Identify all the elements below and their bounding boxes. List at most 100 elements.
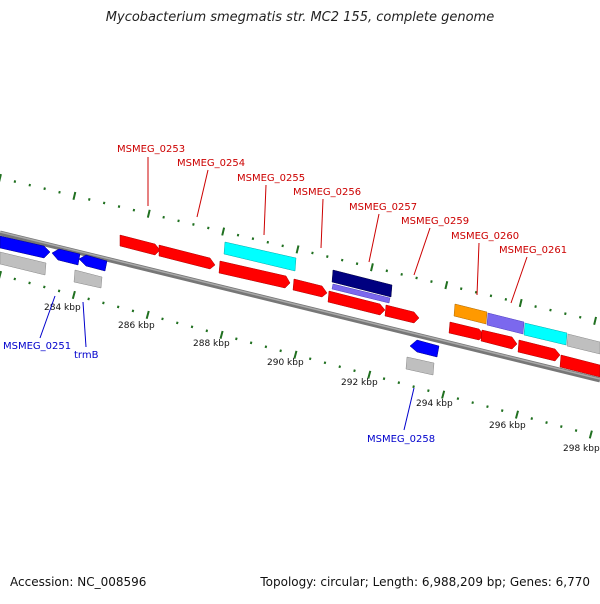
- gene-msmeg-0257[interactable]: [331, 269, 393, 298]
- gene-red-0257c[interactable]: [327, 290, 386, 316]
- minor-tick: [560, 425, 563, 428]
- gene-red-right[interactable]: [559, 354, 600, 378]
- major-tick: [593, 316, 598, 325]
- minor-tick: [574, 429, 578, 432]
- gene-label-trmb[interactable]: trmB: [74, 350, 99, 361]
- gene-label-msmeg-0256[interactable]: MSMEG_0256: [293, 187, 361, 198]
- minor-tick: [382, 377, 386, 381]
- minor-tick: [549, 308, 552, 312]
- minor-tick: [578, 315, 582, 319]
- gene-label-msmeg-0258[interactable]: MSMEG_0258: [367, 434, 435, 445]
- gene-msmeg-0260-purple[interactable]: [486, 312, 525, 335]
- minor-tick: [281, 244, 284, 248]
- minor-tick: [340, 258, 344, 262]
- forward-strand-genes: [119, 234, 600, 355]
- minor-tick: [264, 345, 268, 349]
- minor-tick: [43, 285, 46, 289]
- minor-tick: [116, 305, 120, 309]
- gene-label-msmeg-0255[interactable]: MSMEG_0255: [237, 173, 305, 184]
- gene-trmb[interactable]: [78, 254, 108, 272]
- gene-blue-small[interactable]: [51, 248, 81, 266]
- minor-tick: [564, 312, 567, 316]
- leader-line: [39, 295, 56, 339]
- gene-gray-0258[interactable]: [405, 356, 435, 376]
- major-tick: [370, 263, 374, 272]
- minor-tick: [412, 385, 415, 389]
- leader-line: [263, 184, 267, 236]
- scale-label: 284 kbp: [44, 303, 81, 313]
- minor-tick: [235, 337, 238, 341]
- gene-red-0256[interactable]: [292, 278, 328, 298]
- minor-tick: [249, 341, 253, 345]
- minor-tick: [486, 405, 489, 409]
- gene-label-msmeg-0259[interactable]: MSMEG_0259: [401, 216, 469, 227]
- gene-label-msmeg-0251[interactable]: MSMEG_0251: [3, 341, 71, 352]
- genome-backbone: [0, 230, 600, 383]
- gene-msmeg-0251[interactable]: [0, 235, 51, 259]
- reverse-strand-genes: [0, 235, 440, 376]
- genome-backbone-highlight: [0, 231, 600, 380]
- gene-red-0261b[interactable]: [517, 339, 561, 362]
- leader-line: [476, 242, 480, 296]
- minor-tick: [13, 180, 17, 183]
- scale-label: 288 kbp: [193, 339, 230, 349]
- minor-tick: [355, 262, 359, 266]
- gene-gray-left[interactable]: [0, 251, 47, 276]
- major-tick: [293, 350, 298, 359]
- leader-line: [196, 169, 209, 218]
- gene-msmeg-0260-orange[interactable]: [453, 303, 488, 325]
- gene-gray-right[interactable]: [566, 333, 600, 355]
- minor-tick: [489, 294, 493, 298]
- minor-tick: [58, 190, 61, 194]
- minor-tick: [530, 417, 534, 420]
- scale-labels: 284 kbp 286 kbp 288 kbp 290 kbp 292 kbp …: [44, 303, 600, 454]
- major-tick: [444, 280, 449, 290]
- gene-label-msmeg-0253[interactable]: MSMEG_0253: [117, 144, 185, 155]
- minor-tick: [205, 329, 209, 333]
- minor-tick: [190, 325, 194, 329]
- scale-label: 294 kbp: [416, 399, 453, 409]
- major-tick: [0, 173, 2, 183]
- major-tick: [72, 191, 77, 200]
- gene-purple-0257b[interactable]: [331, 283, 391, 304]
- gene-label-msmeg-0260[interactable]: MSMEG_0260: [451, 231, 519, 242]
- minor-tick: [338, 365, 342, 369]
- gene-red-0255b[interactable]: [218, 260, 291, 289]
- gene-label-msmeg-0257[interactable]: MSMEG_0257: [349, 202, 417, 213]
- minor-tick: [102, 301, 105, 305]
- gene-msmeg-0261[interactable]: [523, 322, 568, 346]
- minor-tick: [427, 389, 430, 393]
- gene-msmeg-0254[interactable]: [158, 244, 216, 270]
- major-tick: [441, 390, 446, 399]
- minor-tick: [500, 409, 504, 413]
- map-title: Mycobacterium smegmatis str. MC2 155, co…: [105, 10, 495, 25]
- gene-gray-trmb[interactable]: [73, 269, 103, 289]
- minor-tick: [323, 361, 327, 365]
- gene-label-msmeg-0261[interactable]: MSMEG_0261: [499, 245, 567, 256]
- gene-msmeg-0253[interactable]: [119, 234, 161, 256]
- genome-summary-text: Topology: circular; Length: 6,988,209 bp…: [260, 575, 590, 589]
- leader-line: [320, 198, 324, 249]
- minor-tick: [162, 215, 165, 219]
- minor-tick: [504, 298, 508, 301]
- minor-tick: [311, 251, 314, 255]
- major-tick: [71, 290, 76, 300]
- minor-tick: [57, 289, 61, 293]
- gene-red-0260c[interactable]: [480, 329, 518, 350]
- minor-tick: [88, 198, 91, 201]
- gene-label-msmeg-0254[interactable]: MSMEG_0254: [177, 158, 245, 169]
- gene-msmeg-0258[interactable]: [409, 339, 440, 358]
- minor-tick: [177, 219, 180, 223]
- gene-red-0260b[interactable]: [448, 321, 485, 341]
- inner-tick-track: [0, 270, 593, 439]
- gene-red-0259[interactable]: [384, 304, 420, 324]
- minor-tick: [207, 226, 210, 230]
- gene-msmeg-0255[interactable]: [223, 241, 297, 272]
- minor-tick: [430, 280, 433, 283]
- major-tick: [146, 209, 151, 218]
- top-gene-labels: MSMEG_0253 MSMEG_0254 MSMEG_0255 MSMEG_0…: [117, 144, 567, 304]
- minor-tick: [117, 205, 121, 208]
- outer-tick-track: [0, 173, 598, 325]
- minor-tick: [13, 277, 17, 281]
